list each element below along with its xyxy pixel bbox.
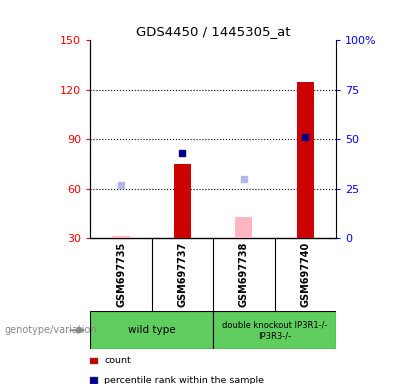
Bar <box>113 237 130 238</box>
Bar <box>213 311 336 349</box>
Text: percentile rank within the sample: percentile rank within the sample <box>104 376 264 384</box>
Bar <box>174 164 191 238</box>
Bar <box>90 311 213 349</box>
Text: wild type: wild type <box>128 325 176 335</box>
Text: genotype/variation: genotype/variation <box>4 325 97 335</box>
Bar <box>297 81 314 238</box>
Title: GDS4450 / 1445305_at: GDS4450 / 1445305_at <box>136 25 290 38</box>
Text: GSM697735: GSM697735 <box>116 242 126 307</box>
Text: double knockout IP3R1-/-
IP3R3-/-: double knockout IP3R1-/- IP3R3-/- <box>222 320 327 340</box>
Text: GSM697740: GSM697740 <box>300 242 310 307</box>
Text: GSM697738: GSM697738 <box>239 242 249 307</box>
Text: GSM697737: GSM697737 <box>177 242 187 307</box>
Bar <box>235 217 252 238</box>
Text: count: count <box>104 356 131 366</box>
